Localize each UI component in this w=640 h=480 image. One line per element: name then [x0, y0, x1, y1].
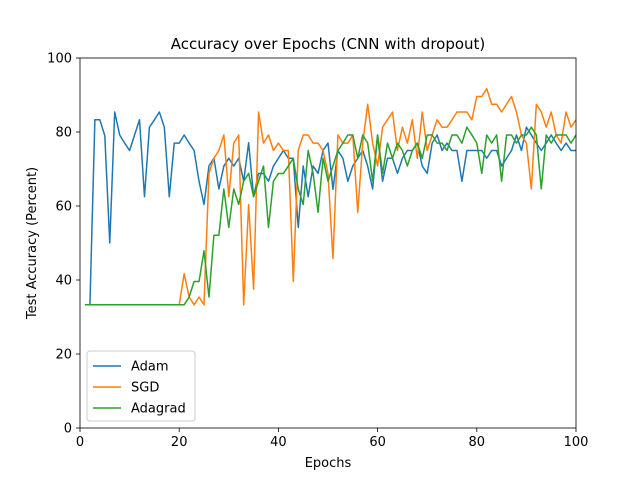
x-tick-label: 0: [76, 435, 84, 450]
y-tick-label: 60: [55, 200, 72, 215]
plot-area: [79, 57, 577, 429]
x-axis-label: Epochs: [305, 456, 352, 471]
x-tick-label: 40: [270, 435, 287, 450]
y-axis-label: Test Accuracy (Percent): [25, 167, 40, 320]
y-tick-label: 80: [55, 126, 72, 141]
x-tick-label: 100: [564, 435, 589, 450]
legend-label-adagrad: Adagrad: [131, 402, 186, 417]
series-layer: [84, 87, 577, 306]
x-tick-label: 80: [469, 435, 486, 450]
y-tick-label: 40: [55, 274, 72, 289]
x-tick-label: 20: [171, 435, 188, 450]
legend: Adam SGD Adagrad: [86, 350, 196, 422]
legend-label-adam: Adam: [131, 360, 169, 375]
y-axis: 0 20 40 60 80 100: [47, 52, 80, 437]
y-tick-label: 100: [47, 52, 72, 67]
series-line-adagrad: [84, 126, 577, 306]
y-tick-label: 20: [55, 348, 72, 363]
x-axis: 0 20 40 60 80 100: [76, 428, 589, 450]
x-tick-label: 60: [369, 435, 386, 450]
legend-label-sgd: SGD: [131, 381, 159, 396]
legend-box: [86, 350, 196, 422]
series-line-adam: [84, 111, 576, 306]
chart-title: Accuracy over Epochs (CNN with dropout): [171, 35, 486, 53]
y-tick-label: 0: [64, 422, 72, 437]
plot-frame: [79, 57, 577, 429]
